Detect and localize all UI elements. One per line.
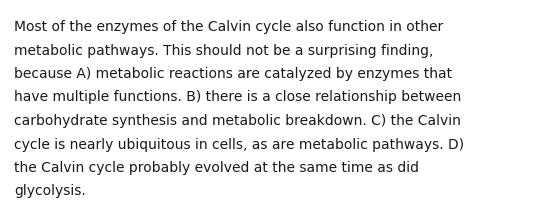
Text: metabolic pathways. This should not be a surprising finding,: metabolic pathways. This should not be a…: [14, 43, 434, 57]
Text: because A) metabolic reactions are catalyzed by enzymes that: because A) metabolic reactions are catal…: [14, 67, 452, 81]
Text: glycolysis.: glycolysis.: [14, 185, 86, 199]
Text: have multiple functions. B) there is a close relationship between: have multiple functions. B) there is a c…: [14, 90, 461, 104]
Text: the Calvin cycle probably evolved at the same time as did: the Calvin cycle probably evolved at the…: [14, 161, 419, 175]
Text: cycle is nearly ubiquitous in cells, as are metabolic pathways. D): cycle is nearly ubiquitous in cells, as …: [14, 138, 464, 152]
Text: Most of the enzymes of the Calvin cycle also function in other: Most of the enzymes of the Calvin cycle …: [14, 20, 443, 34]
Text: carbohydrate synthesis and metabolic breakdown. C) the Calvin: carbohydrate synthesis and metabolic bre…: [14, 114, 461, 128]
